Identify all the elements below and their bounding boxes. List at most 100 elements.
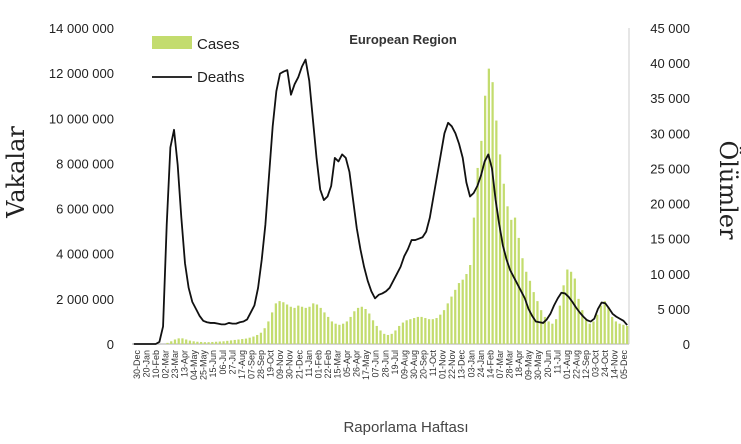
cases-bar [345, 321, 348, 344]
cases-bar [263, 328, 266, 344]
cases-bar [614, 321, 618, 344]
x-tick-label: 30-Nov [285, 350, 295, 380]
cases-bar [200, 341, 203, 344]
x-tick-label: 19-Oct [266, 350, 276, 378]
y-left-axis-label: Vakalar [2, 126, 30, 219]
y-left-tick-label: 12 000 000 [49, 66, 114, 81]
legend-cases-label: Cases [197, 36, 240, 53]
y-right-tick-label: 20 000 [650, 197, 690, 212]
x-tick-label: 14-Feb [485, 350, 495, 379]
cases-bar [259, 332, 263, 344]
x-tick-label: 17-May [361, 350, 371, 381]
y-right-tick-label: 35 000 [650, 91, 690, 106]
x-tick-label: 24-Jan [476, 350, 486, 378]
cases-bar [581, 310, 584, 344]
x-tick-label: 26-Apr [352, 350, 362, 377]
cases-bar [487, 68, 490, 344]
cases-bar [271, 312, 274, 344]
cases-bar [584, 319, 588, 344]
cases-bar [218, 341, 221, 344]
cases-bar [181, 338, 184, 344]
cases-bar [562, 285, 565, 344]
x-tick-label: 28-Mar [505, 350, 515, 379]
cases-bar [211, 341, 214, 344]
x-tick-label: 30-Aug [409, 350, 419, 379]
y-right-tick-label: 0 [683, 337, 690, 352]
cases-bar [394, 330, 397, 344]
cases-bar [185, 339, 188, 344]
cases-bar [461, 279, 464, 344]
cases-bar [502, 183, 505, 344]
x-tick-label: 14-Nov [610, 350, 620, 380]
cases-bar [506, 206, 509, 344]
cases-bar [457, 283, 461, 344]
y-right-tick-label: 10 000 [650, 267, 690, 282]
cases-bar [540, 310, 543, 344]
cases-bar [360, 306, 363, 344]
cases-bar [214, 341, 218, 344]
x-tick-label: 09-Nov [275, 350, 285, 380]
cases-bar [558, 305, 561, 344]
x-tick-label: 09-May [524, 350, 534, 381]
cases-bar [315, 304, 319, 344]
cases-bar [229, 340, 233, 344]
cases-bar [285, 304, 289, 344]
x-tick-label: 17-Aug [237, 350, 247, 379]
y-left-tick-label: 14 000 000 [49, 21, 114, 36]
x-tick-label: 04-May [189, 350, 199, 381]
x-tick-label: 13-Apr [180, 350, 190, 377]
x-tick-label: 07-Sep [246, 350, 256, 379]
chart-title: European Region [349, 32, 457, 47]
x-tick-label: 09-Aug [399, 350, 409, 379]
y-left-tick-label: 2 000 000 [56, 292, 114, 307]
cases-bar [454, 289, 457, 344]
x-tick-label: 20-Jun [543, 350, 553, 378]
cases-bar [274, 303, 277, 344]
x-tick-label: 07-Jun [371, 350, 381, 378]
cases-bar [603, 301, 606, 344]
cases-bar [521, 258, 524, 344]
cases-bar [256, 334, 259, 344]
x-tick-label: 01-Feb [313, 350, 323, 379]
y-right-tick-label: 30 000 [650, 126, 690, 141]
cases-bar [177, 338, 180, 344]
cases-bar [420, 316, 423, 344]
cases-bar [327, 316, 330, 344]
x-tick-label: 28-Jun [380, 350, 390, 378]
cases-bar [368, 313, 371, 344]
legend-deaths-label: Deaths [197, 69, 245, 86]
cases-bar [192, 341, 195, 344]
cases-bar [304, 307, 307, 344]
cases-bar [480, 140, 483, 344]
y-right-tick-label: 40 000 [650, 56, 690, 71]
deaths-line [133, 58, 628, 345]
cases-bar [267, 321, 270, 344]
cases-bar [431, 319, 434, 344]
x-tick-label: 15-Mar [332, 350, 342, 379]
cases-bar [476, 167, 479, 344]
cases-bar [207, 342, 210, 344]
x-tick-label: 22-Feb [323, 350, 333, 379]
cases-bar [599, 305, 603, 344]
cases-bar [510, 219, 513, 344]
cases-bar [356, 307, 360, 344]
cases-bar [334, 323, 337, 344]
cases-bar [390, 333, 393, 344]
x-tick-label: 02-Mar [160, 350, 170, 379]
x-tick-label: 05-Apr [342, 350, 352, 377]
x-tick-label: 27-Jul [227, 350, 237, 375]
cases-bar [244, 338, 248, 344]
x-tick-label: 11-Jan [304, 350, 314, 377]
cases-bar [300, 306, 304, 344]
cases-bar [173, 339, 177, 344]
cases-bar [525, 271, 528, 344]
cases-bar [353, 311, 356, 344]
cases-bar [237, 339, 240, 344]
cases-bar [442, 310, 446, 344]
cases-bar [472, 217, 476, 344]
x-tick-label: 24-Oct [600, 350, 610, 378]
cases-bar [626, 325, 629, 344]
cases-bar [349, 316, 352, 344]
y-left-tick-label: 0 [107, 337, 114, 352]
x-tick-label: 06-Jul [218, 350, 228, 375]
